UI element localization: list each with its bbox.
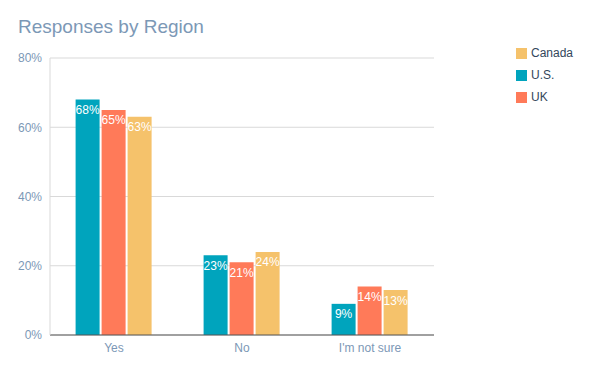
html-text:Responses by Region: Responses by Region <box>18 16 204 37</box>
svg-text:68%: 68% <box>76 103 100 117</box>
svg-text:23%: 23% <box>204 259 228 273</box>
svg-text:I'm not sure: I'm not sure <box>339 341 402 355</box>
svg-text:21%: 21% <box>230 266 254 280</box>
svg-text:13%: 13% <box>384 294 408 308</box>
html-text:UK: UK <box>531 90 548 104</box>
svg-text:80%: 80% <box>18 51 42 65</box>
svg-text:63%: 63% <box>128 120 152 134</box>
html-text:Canada: Canada <box>531 46 573 60</box>
svg-text:No: No <box>234 341 250 355</box>
svg-text:40%: 40% <box>18 190 42 204</box>
svg-text:20%: 20% <box>18 259 42 273</box>
svg-text:Yes: Yes <box>104 341 124 355</box>
html-text:U.S.: U.S. <box>531 68 555 82</box>
svg-text:24%: 24% <box>256 255 280 269</box>
svg-text:65%: 65% <box>102 113 126 127</box>
svg-text:9%: 9% <box>335 307 353 321</box>
svg-text:14%: 14% <box>358 290 382 304</box>
svg-text:0%: 0% <box>25 328 43 342</box>
svg-text:60%: 60% <box>18 121 42 135</box>
